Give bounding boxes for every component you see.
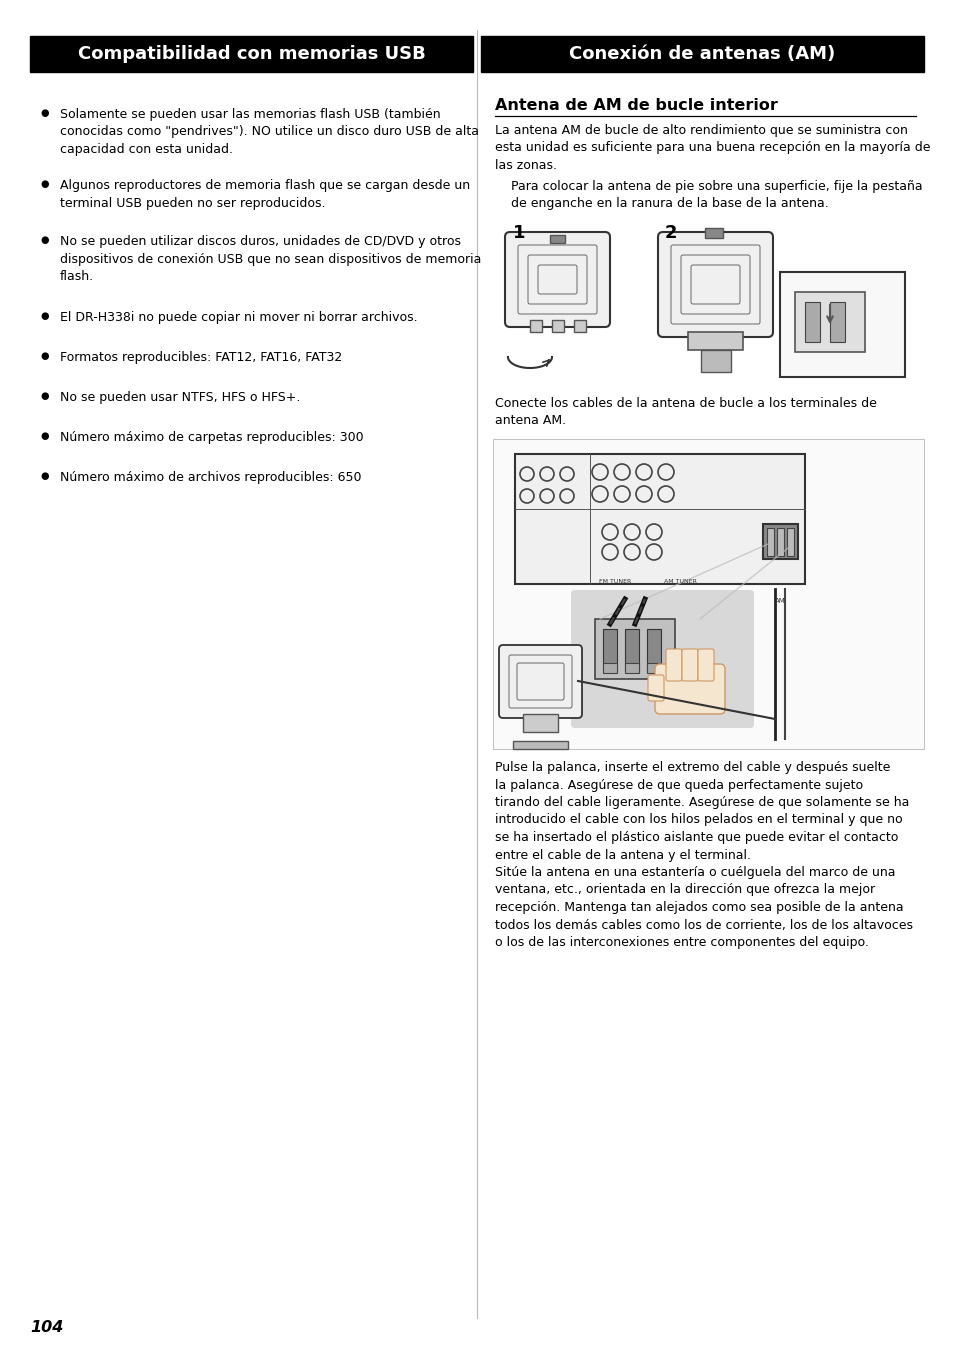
FancyBboxPatch shape [571,590,753,728]
Text: ●: ● [40,392,49,401]
Text: ●: ● [40,431,49,441]
Bar [646,629,660,671]
FancyBboxPatch shape [698,649,713,680]
Text: 2: 2 [664,224,677,242]
Text: Para colocar la antena de pie sobre una superficie, fije la pestaña
    de engan: Para colocar la antena de pie sobre una … [495,180,922,211]
Bar [704,228,722,238]
FancyBboxPatch shape [681,649,698,680]
Text: Solamente se pueden usar las memorias flash USB (también
conocidas como "pendriv: Solamente se pueden usar las memorias fl… [60,108,478,157]
Bar [515,454,804,585]
Text: FM TUNER: FM TUNER [598,579,631,585]
Bar [550,235,564,243]
Text: Pulse la palanca, inserte el extremo del cable y después suelte
la palanca. Aseg: Pulse la palanca, inserte el extremo del… [495,761,908,861]
Bar [687,332,742,350]
Bar [794,292,864,352]
Bar [493,439,923,749]
Bar [552,320,563,332]
Text: AM TUNER: AM TUNER [663,579,696,585]
FancyBboxPatch shape [498,645,581,718]
FancyBboxPatch shape [504,232,609,327]
Text: Antena de AM de bucle interior: Antena de AM de bucle interior [495,99,777,113]
Bar [646,663,660,674]
Text: Algunos reproductores de memoria flash que se cargan desde un
terminal USB puede: Algunos reproductores de memoria flash q… [60,180,470,209]
Text: Número máximo de archivos reproducibles: 650: Número máximo de archivos reproducibles:… [60,471,361,485]
Text: ●: ● [40,471,49,481]
Bar [522,714,558,732]
Bar [700,350,730,373]
Text: No se pueden utilizar discos duros, unidades de CD/DVD y otros
dispositivos de c: No se pueden utilizar discos duros, unid… [60,235,481,284]
Text: Compatibilidad con memorias USB: Compatibilidad con memorias USB [77,45,425,63]
Text: ●: ● [40,351,49,360]
Bar [786,528,793,556]
Bar [624,663,639,674]
Text: Número máximo de carpetas reproducibles: 300: Número máximo de carpetas reproducibles:… [60,431,363,444]
FancyBboxPatch shape [647,675,663,701]
FancyBboxPatch shape [665,649,681,680]
Bar [829,302,844,342]
Bar [595,620,675,679]
Text: Conecte los cables de la antena de bucle a los terminales de
antena AM.: Conecte los cables de la antena de bucle… [495,397,876,428]
Bar [804,302,820,342]
Bar [574,320,585,332]
Bar [513,741,567,749]
Text: ●: ● [40,108,49,117]
Bar [780,271,904,377]
Bar [602,663,617,674]
Text: AM: AM [774,598,784,603]
Bar [766,528,773,556]
Bar [30,36,473,72]
Bar [480,36,923,72]
Text: 104: 104 [30,1320,63,1335]
Text: No se pueden usar NTFS, HFS o HFS+.: No se pueden usar NTFS, HFS o HFS+. [60,392,300,404]
Bar [602,629,617,671]
Text: ●: ● [40,235,49,244]
Bar [624,629,639,671]
Text: Formatos reproducibles: FAT12, FAT16, FAT32: Formatos reproducibles: FAT12, FAT16, FA… [60,351,342,364]
Text: ●: ● [40,180,49,189]
Text: El DR-H338i no puede copiar ni mover ni borrar archivos.: El DR-H338i no puede copiar ni mover ni … [60,310,417,324]
Bar [776,528,783,556]
Text: Sitúe la antena en una estantería o cuélguela del marco de una
ventana, etc., or: Sitúe la antena en una estantería o cuél… [495,865,912,949]
Text: Conexión de antenas (AM): Conexión de antenas (AM) [569,45,835,63]
FancyBboxPatch shape [655,664,724,714]
Bar [762,524,797,559]
Bar [530,320,541,332]
FancyBboxPatch shape [658,232,772,338]
Text: 1: 1 [513,224,525,242]
Text: ●: ● [40,310,49,321]
Text: La antena AM de bucle de alto rendimiento que se suministra con
esta unidad es s: La antena AM de bucle de alto rendimient… [495,124,929,171]
